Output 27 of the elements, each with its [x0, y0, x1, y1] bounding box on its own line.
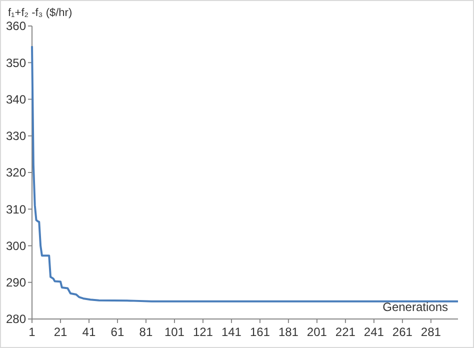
- x-tick-label: 81: [139, 325, 153, 339]
- x-tick-label: 281: [420, 325, 442, 339]
- x-tick-label: 141: [221, 325, 242, 339]
- x-tick-label: 121: [192, 325, 214, 339]
- y-tick-label: 300: [6, 238, 26, 253]
- x-tick-label: 41: [82, 325, 96, 339]
- y-tick-label: 320: [6, 166, 26, 180]
- x-tick-label: 201: [306, 325, 328, 339]
- x-tick-label: 181: [278, 325, 299, 339]
- y-tick-label: 350: [6, 56, 26, 70]
- y-tick-label: 310: [6, 202, 26, 216]
- x-axis-title: Generations: [382, 300, 448, 314]
- y-tick-label: 280: [6, 312, 26, 326]
- x-tick-label: 261: [392, 325, 413, 339]
- y-tick-label: 360: [6, 19, 26, 34]
- x-tick-label: 161: [250, 325, 270, 339]
- y-tick-label: 290: [6, 276, 26, 290]
- x-tick-label: 221: [335, 325, 356, 339]
- x-tick-label: 21: [54, 325, 68, 339]
- y-axis-title: f₁+f₂ -f₃ ($/hr): [8, 7, 72, 19]
- y-tick-label: 330: [6, 129, 26, 144]
- x-tick-label: 61: [110, 325, 124, 339]
- x-tick-label: 241: [364, 325, 384, 339]
- line-series: [31, 45, 459, 302]
- x-tick-label: 1: [28, 325, 36, 339]
- y-tick-label: 340: [6, 92, 26, 106]
- x-tick-label: 101: [164, 325, 185, 339]
